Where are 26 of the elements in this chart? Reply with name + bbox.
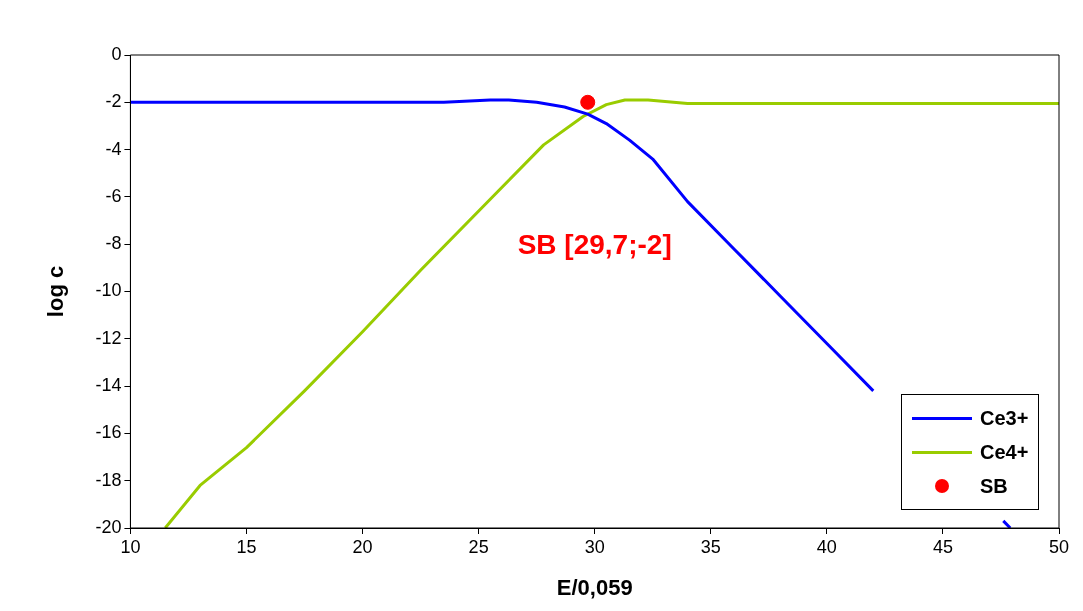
legend-label: Ce4+ [980,440,1029,464]
y-tick-label: -6 [105,185,122,206]
y-axis-title: log c [43,265,69,318]
y-tick-label: -10 [95,280,122,301]
x-tick-label: 10 [120,536,141,557]
x-tick-label: 40 [816,536,837,557]
legend-label: SB [980,474,1008,498]
x-tick-label: 50 [1048,536,1070,557]
legend-label: Ce3+ [980,406,1029,430]
y-tick-label: -20 [95,516,122,537]
y-tick-label: -16 [95,422,122,443]
x-tick-label: 35 [700,536,721,557]
x-tick-label: 25 [468,536,489,557]
annotation: SB [29,7;-2] [517,228,672,260]
y-tick-label: 0 [111,43,122,64]
y-tick-label: -8 [105,233,122,254]
y-tick-label: -18 [95,469,122,490]
y-tick-label: -14 [95,375,122,396]
y-tick-label: -2 [105,91,122,112]
y-tick-label: -4 [105,138,122,159]
x-tick-label: 45 [932,536,953,557]
x-tick-label: 15 [236,536,257,557]
x-tick-label: 20 [352,536,373,557]
y-tick-label: -12 [95,327,122,348]
x-axis-title: E/0,059 [556,574,633,600]
x-tick-label: 30 [584,536,605,557]
